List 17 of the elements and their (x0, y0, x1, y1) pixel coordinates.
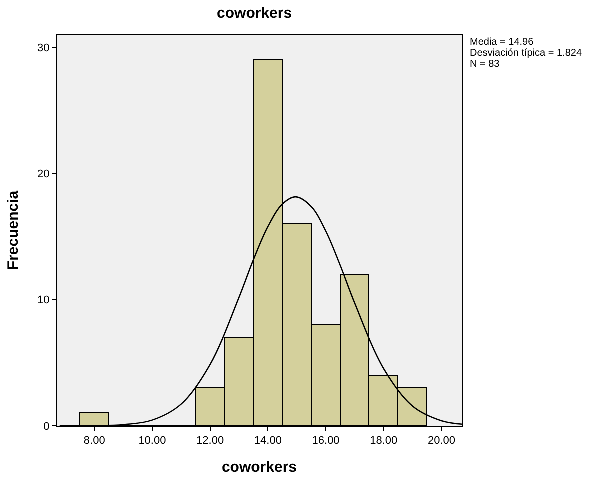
x-axis-title: coworkers (222, 459, 298, 476)
x-tick-label: 18.00 (370, 435, 398, 448)
y-tick-label: 0 (44, 420, 50, 433)
x-tick-label: 12.00 (196, 435, 224, 448)
x-tick-label: 14.00 (254, 435, 282, 448)
text: Desviación típica = 1.824 (470, 48, 582, 59)
y-axis-title: Frecuencia (4, 190, 22, 270)
y-tick-label: 30 (38, 42, 50, 54)
text: N = 83 (470, 59, 500, 70)
y-tick-label: 20 (38, 168, 50, 181)
chart-title: coworkers (217, 4, 292, 22)
y-tick-label: 10 (38, 294, 50, 307)
x-tick-label: 20.00 (428, 435, 456, 448)
x-tick-label: 16.00 (312, 435, 340, 448)
x-tick-label: 10.00 (138, 435, 166, 448)
text: Media = 14.96 (470, 37, 534, 48)
x-tick-label: 8.00 (84, 435, 106, 448)
